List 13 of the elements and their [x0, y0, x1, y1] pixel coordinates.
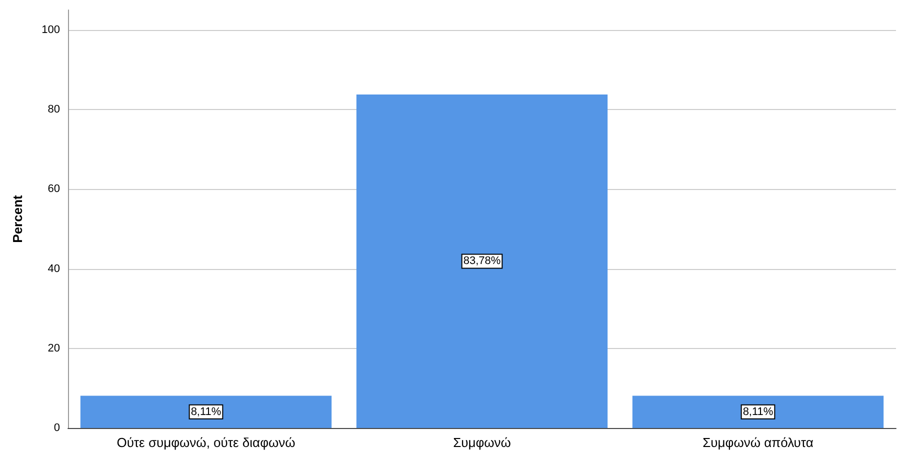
y-tick-label: 40: [48, 262, 60, 275]
x-tick-label: Συμφωνώ: [453, 435, 511, 450]
y-tick-label: 60: [48, 183, 60, 196]
x-tick-label: Συμφωνώ απόλυτα: [702, 435, 814, 450]
x-tick-label: Ούτε συμφωνώ, ούτε διαφωνώ: [116, 435, 296, 450]
y-tick-label: 80: [48, 104, 60, 116]
y-tick-label: 0: [54, 422, 60, 434]
y-axis-title: Percent: [10, 194, 25, 243]
data-label: 8,11%: [742, 406, 774, 418]
data-label: 83,78%: [463, 255, 501, 268]
y-tick-label: 100: [42, 24, 60, 36]
data-label: 8,11%: [190, 406, 222, 418]
y-tick-label: 20: [48, 342, 60, 354]
